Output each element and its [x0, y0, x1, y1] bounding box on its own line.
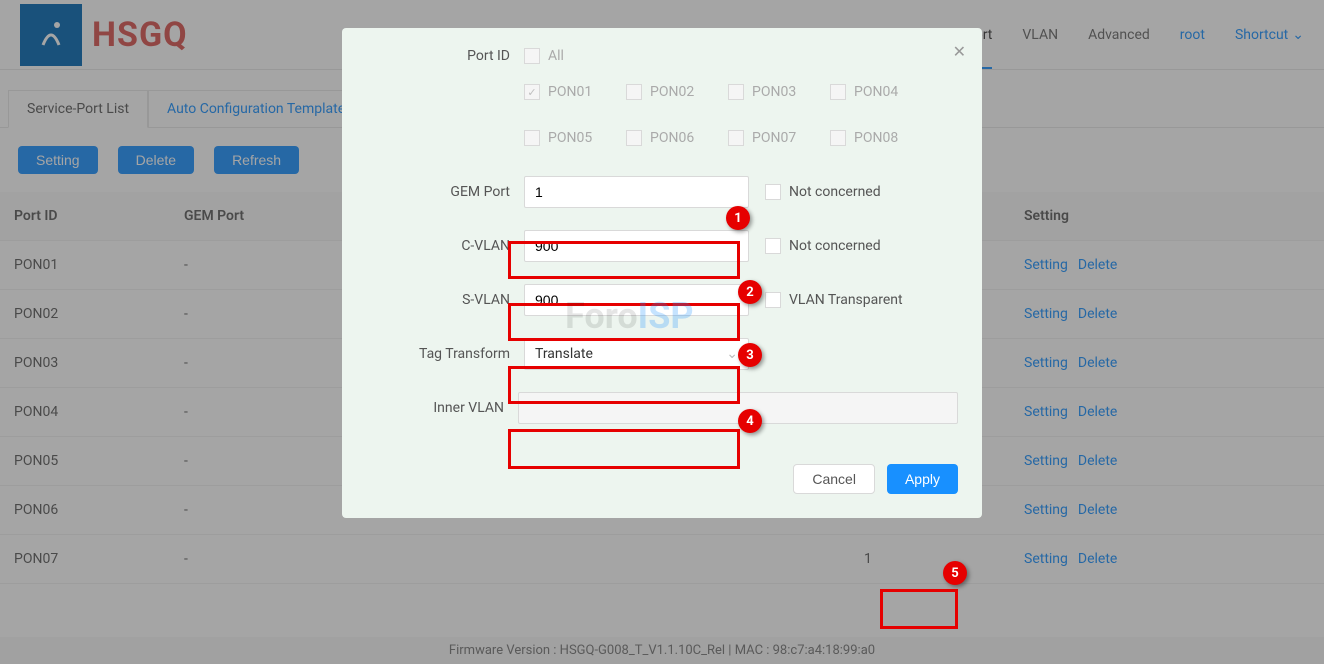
port-label: PON08: [854, 130, 898, 146]
highlight-5: [880, 589, 958, 629]
ports-grid: ✓ PON01 PON02 PON03 PON04 PON05 PON06 PON07 PON0…: [524, 84, 958, 146]
vlan-transparent-checkbox[interactable]: VLAN Transparent: [765, 292, 903, 308]
tag-transform-label: Tag Transform: [366, 346, 524, 362]
port-id-label: Port ID: [366, 48, 524, 64]
highlight-3: [508, 366, 740, 404]
annotation-badge-5: 5: [943, 561, 967, 585]
port-label: PON03: [752, 84, 796, 100]
port-checkbox-pon02[interactable]: PON02: [626, 84, 698, 100]
checkbox-icon: [728, 84, 744, 100]
cvlan-label: C-VLAN: [366, 238, 524, 254]
annotation-badge-4: 4: [738, 409, 762, 433]
port-checkbox-pon01[interactable]: ✓ PON01: [524, 84, 596, 100]
not-concerned-label: Not concerned: [789, 238, 881, 254]
port-label: PON04: [854, 84, 898, 100]
checkbox-icon: [524, 130, 540, 146]
port-checkbox-pon05[interactable]: PON05: [524, 130, 596, 146]
annotation-badge-2: 2: [738, 280, 762, 304]
checkbox-icon: [830, 84, 846, 100]
annotation-badge-3: 3: [738, 343, 762, 367]
port-checkbox-pon04[interactable]: PON04: [830, 84, 902, 100]
gem-not-concerned-checkbox[interactable]: Not concerned: [765, 184, 881, 200]
gem-port-input[interactable]: [524, 176, 749, 208]
checkbox-icon: ✓: [524, 84, 540, 100]
cancel-button[interactable]: Cancel: [793, 464, 875, 494]
checkbox-icon: [728, 130, 744, 146]
port-label: PON02: [650, 84, 694, 100]
port-checkbox-pon06[interactable]: PON06: [626, 130, 698, 146]
checkbox-icon: [626, 84, 642, 100]
port-checkbox-pon07[interactable]: PON07: [728, 130, 800, 146]
close-icon[interactable]: ✕: [953, 42, 966, 61]
svlan-label: S-VLAN: [366, 292, 524, 308]
port-label: PON05: [548, 130, 592, 146]
vlan-transparent-label: VLAN Transparent: [789, 292, 903, 308]
all-label: All: [548, 48, 564, 64]
port-checkbox-pon08[interactable]: PON08: [830, 130, 902, 146]
checkbox-icon: [626, 130, 642, 146]
checkbox-icon: [765, 238, 781, 254]
port-label: PON06: [650, 130, 694, 146]
port-label: PON01: [548, 84, 592, 100]
port-checkbox-pon03[interactable]: PON03: [728, 84, 800, 100]
checkbox-icon: [830, 130, 846, 146]
chevron-down-icon: ⌄: [726, 346, 738, 362]
inner-vlan-label: Inner VLAN: [366, 400, 518, 416]
highlight-1: [508, 241, 740, 279]
not-concerned-label: Not concerned: [789, 184, 881, 200]
checkbox-icon: [524, 48, 540, 64]
tag-transform-value: Translate: [535, 346, 593, 362]
port-label: PON07: [752, 130, 796, 146]
setting-modal: ✕ Port ID All ✓ PON01 PON02 PON03 PON04 PON05…: [342, 28, 982, 518]
cvlan-not-concerned-checkbox[interactable]: Not concerned: [765, 238, 881, 254]
checkbox-icon: [765, 292, 781, 308]
annotation-badge-1: 1: [726, 206, 750, 230]
gem-port-label: GEM Port: [366, 184, 524, 200]
apply-button[interactable]: Apply: [887, 464, 958, 494]
all-checkbox[interactable]: All: [524, 48, 596, 64]
highlight-4: [508, 429, 740, 469]
highlight-2: [508, 303, 740, 341]
checkbox-icon: [765, 184, 781, 200]
